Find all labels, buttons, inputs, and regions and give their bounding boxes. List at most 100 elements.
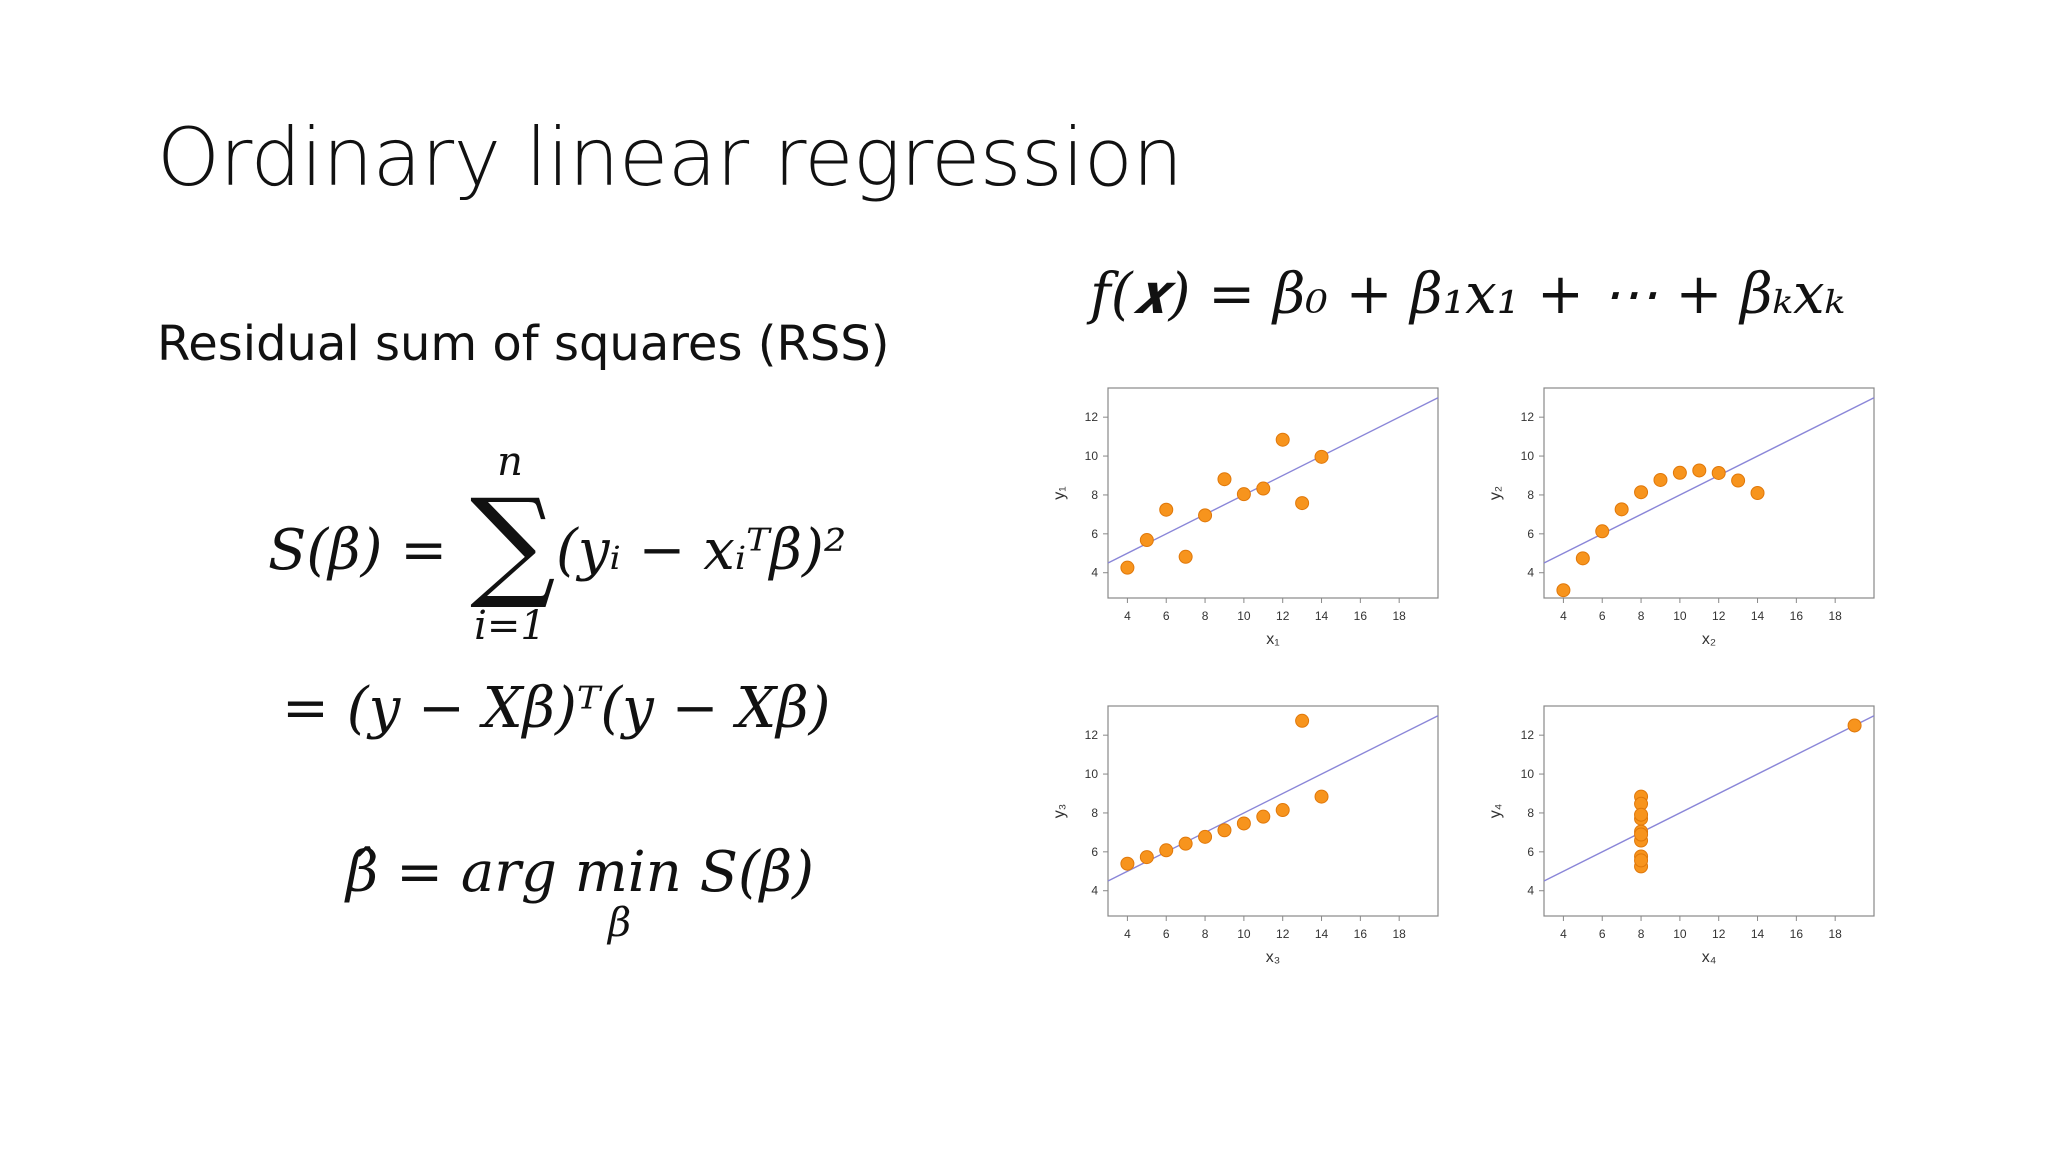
x-tick-label: 16 xyxy=(1354,927,1368,941)
x-tick-label: 12 xyxy=(1712,927,1726,941)
x-tick-label: 12 xyxy=(1276,927,1290,941)
x-tick-label: 6 xyxy=(1599,927,1606,941)
data-point xyxy=(1140,851,1153,864)
data-point xyxy=(1635,808,1648,821)
data-point xyxy=(1673,466,1686,479)
y-tick-label: 12 xyxy=(1521,728,1535,742)
y-tick-label: 10 xyxy=(1085,767,1099,781)
data-point xyxy=(1160,844,1173,857)
y-tick-label: 8 xyxy=(1091,488,1098,502)
data-point xyxy=(1218,824,1231,837)
anscombe-panels: 4 6 8 10 12 14 16 18 4 6 8 10 12 x₁ y₁ 4 6 8 10 12 14 16 18 4 6 8… xyxy=(1040,370,1920,990)
x-tick-label: 14 xyxy=(1751,927,1765,941)
argmin-subscript: β xyxy=(608,900,631,946)
x-tick-label: 14 xyxy=(1315,609,1329,623)
data-point xyxy=(1257,810,1270,823)
x-tick-label: 16 xyxy=(1790,609,1804,623)
x-tick-label: 18 xyxy=(1392,609,1406,623)
y-tick-label: 4 xyxy=(1091,884,1098,898)
data-point xyxy=(1237,488,1250,501)
x-tick-label: 4 xyxy=(1124,609,1131,623)
scatter-panel-2: 4 6 8 10 12 14 16 184681012x₂y₂ xyxy=(1476,370,1896,670)
x-tick-label: 8 xyxy=(1638,927,1645,941)
rss-summand: (yᵢ − xᵢᵀβ)² xyxy=(556,518,846,583)
data-point xyxy=(1848,719,1861,732)
sum-lower-limit: i=1 xyxy=(470,604,550,648)
argmin-equation: β̂ = arg min S(β) β xyxy=(346,840,814,905)
y-tick-label: 4 xyxy=(1091,566,1098,580)
x-tick-label: 10 xyxy=(1237,609,1251,623)
x-tick-label: 10 xyxy=(1673,927,1687,941)
x-tick-label: 10 xyxy=(1673,609,1687,623)
x-axis-label: x₄ xyxy=(1702,949,1717,966)
x-tick-label: 12 xyxy=(1276,609,1290,623)
regression-line xyxy=(1544,716,1874,881)
rss-matrix-form: = (y − Xβ)ᵀ(y − Xβ) xyxy=(282,676,830,741)
data-point xyxy=(1218,473,1231,486)
y-axis-label: y₄ xyxy=(1487,804,1504,819)
y-tick-label: 6 xyxy=(1091,527,1098,541)
y-tick-label: 8 xyxy=(1091,806,1098,820)
data-point xyxy=(1296,714,1309,727)
data-point xyxy=(1576,552,1589,565)
regression-line xyxy=(1108,398,1438,563)
y-axis-label: y₃ xyxy=(1051,804,1068,819)
data-point xyxy=(1596,525,1609,538)
rss-equation-lhs: S(β) = xyxy=(268,518,447,583)
data-point xyxy=(1121,857,1134,870)
x-tick-label: 8 xyxy=(1202,609,1209,623)
data-point xyxy=(1237,817,1250,830)
x-tick-label: 18 xyxy=(1828,927,1842,941)
x-axis-label: x₁ xyxy=(1266,631,1279,648)
y-tick-label: 4 xyxy=(1527,566,1534,580)
y-tick-label: 10 xyxy=(1521,449,1535,463)
data-point xyxy=(1199,509,1212,522)
x-tick-label: 8 xyxy=(1638,609,1645,623)
y-tick-label: 10 xyxy=(1085,449,1099,463)
y-tick-label: 12 xyxy=(1085,728,1099,742)
data-point xyxy=(1160,503,1173,516)
data-point xyxy=(1257,482,1270,495)
x-tick-label: 16 xyxy=(1790,927,1804,941)
data-point xyxy=(1712,466,1725,479)
data-point xyxy=(1179,550,1192,563)
x-tick-label: 14 xyxy=(1315,927,1329,941)
y-tick-label: 6 xyxy=(1527,845,1534,859)
y-axis-label: y₁ xyxy=(1051,486,1068,499)
data-point xyxy=(1296,497,1309,510)
slide-title: Ordinary linear regression xyxy=(157,118,1183,198)
regression-line xyxy=(1108,716,1438,881)
data-point xyxy=(1140,534,1153,547)
summation: n ∑ i=1 xyxy=(470,440,550,648)
y-tick-label: 12 xyxy=(1085,410,1099,424)
y-tick-label: 8 xyxy=(1527,806,1534,820)
y-tick-label: 6 xyxy=(1527,527,1534,541)
y-tick-label: 4 xyxy=(1527,884,1534,898)
data-point xyxy=(1615,503,1628,516)
data-point xyxy=(1635,854,1648,867)
x-tick-label: 6 xyxy=(1163,609,1170,623)
data-point xyxy=(1276,433,1289,446)
y-tick-label: 6 xyxy=(1091,845,1098,859)
data-point xyxy=(1693,464,1706,477)
data-point xyxy=(1557,584,1570,597)
data-point xyxy=(1751,487,1764,500)
rss-label: Residual sum of squares (RSS) xyxy=(157,316,889,372)
data-point xyxy=(1276,804,1289,817)
y-tick-label: 12 xyxy=(1521,410,1535,424)
y-tick-label: 8 xyxy=(1527,488,1534,502)
x-tick-label: 4 xyxy=(1560,927,1567,941)
data-point xyxy=(1315,790,1328,803)
x-tick-label: 18 xyxy=(1828,609,1842,623)
argmin-text: β̂ = arg min S(β) xyxy=(346,840,814,905)
x-tick-label: 4 xyxy=(1124,927,1131,941)
model-equation: f(𝒙) = β₀ + β₁x₁ + ⋯ + βₖxₖ xyxy=(1090,262,1845,328)
plot-frame xyxy=(1544,706,1874,916)
data-point xyxy=(1732,474,1745,487)
scatter-panel-3: 4 6 8 10 12 14 16 184681012x₃y₃ xyxy=(1040,688,1460,988)
x-tick-label: 18 xyxy=(1392,927,1406,941)
data-point xyxy=(1199,830,1212,843)
data-point xyxy=(1179,837,1192,850)
data-point xyxy=(1654,473,1667,486)
x-tick-label: 14 xyxy=(1751,609,1765,623)
